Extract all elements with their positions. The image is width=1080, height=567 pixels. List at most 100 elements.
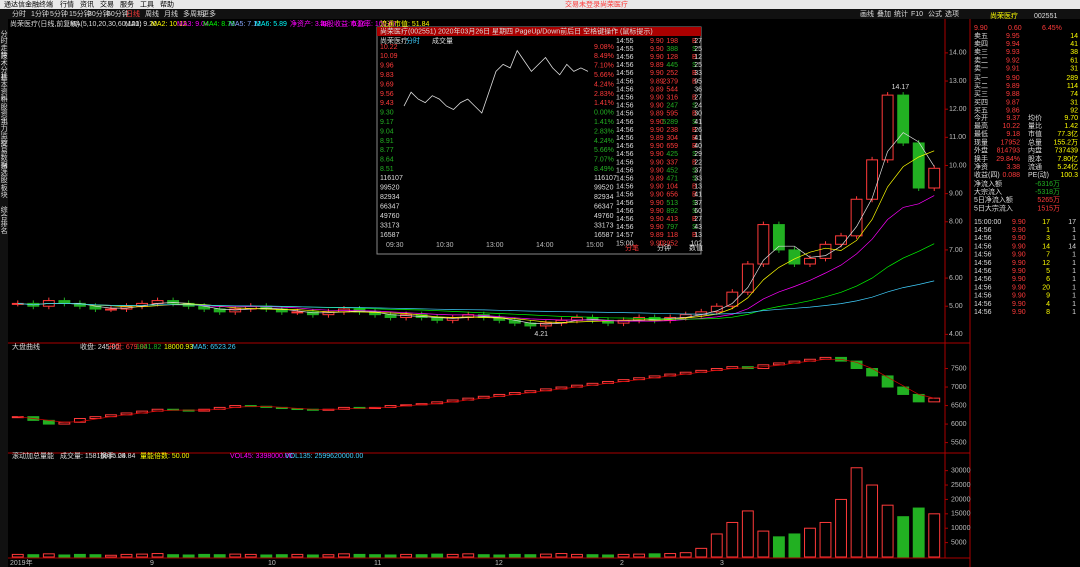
period-tab: 分时	[12, 9, 26, 18]
tick-cell: S	[692, 208, 697, 215]
label: VOL45: 3398000.00	[230, 453, 293, 460]
tick-cell: 595	[666, 111, 678, 118]
candle-body	[866, 159, 879, 200]
y-tick-label: 9.00	[949, 190, 963, 197]
label: 市盈率: 100.67	[350, 19, 396, 28]
label: MA(5,10,20,30,60,120)	[70, 21, 142, 28]
label: 2.83%	[594, 91, 614, 98]
label: 尚荣医疗(日线,前复权)	[10, 19, 80, 28]
label: 5日大宗流入	[974, 203, 1013, 212]
label: 8	[1046, 309, 1050, 316]
label: 买三	[974, 90, 988, 98]
volume-bar	[555, 553, 568, 558]
tick-cell: 24	[694, 103, 702, 110]
index-candle	[89, 416, 102, 420]
sidebar-tab: 交易数据	[0, 139, 8, 169]
label: 最高	[974, 121, 988, 130]
label: 7.80亿	[1057, 154, 1078, 163]
label: 1	[1072, 301, 1076, 308]
label: 9.90	[1012, 301, 1026, 308]
tick-cell: 452	[666, 167, 678, 174]
sidebar-tab: 综合排名	[0, 205, 8, 235]
menu-item: 帮助	[160, 0, 174, 8]
x-tick-label: 3	[720, 560, 724, 567]
tick-cell: 14:56	[616, 78, 634, 85]
volume-bar	[493, 554, 506, 558]
label: 114	[1067, 83, 1078, 90]
volume-bar	[431, 553, 444, 558]
label: 1	[1072, 284, 1076, 291]
tick-cell: 26	[694, 127, 702, 134]
tick-cell: B	[692, 232, 697, 239]
tick-cell: 14:56	[616, 95, 634, 102]
x-tick-label: 2019年	[10, 558, 33, 567]
volume-bar	[928, 513, 941, 558]
label: 16587	[594, 232, 614, 239]
candle-body	[819, 243, 832, 259]
label: 买一	[974, 74, 988, 82]
label: 10.09	[380, 53, 398, 60]
candle-body	[229, 308, 242, 313]
volume-bar	[415, 554, 428, 558]
tick-cell: 9.90	[650, 54, 664, 61]
label: 买四	[974, 98, 988, 106]
label: 33173	[380, 222, 400, 229]
volume-bar	[353, 553, 366, 558]
label: 737439	[1055, 148, 1078, 155]
tick-cell: 22	[694, 159, 702, 166]
candle-body	[881, 94, 894, 161]
tick-cell: S	[692, 46, 697, 53]
tick-cell: 14:56	[616, 135, 634, 142]
label: 17	[1042, 219, 1050, 226]
label: 74	[1070, 91, 1078, 98]
tick-cell: 36	[694, 86, 702, 93]
period-tab: 更多	[202, 9, 216, 18]
y-tick-label: 7000	[951, 384, 967, 391]
label: 1841.82	[136, 344, 161, 351]
tick-cell: S	[692, 167, 697, 174]
label: 99520	[380, 184, 400, 191]
label: 卖五	[974, 32, 988, 40]
volume-bar	[27, 554, 40, 558]
volume-bar	[726, 521, 739, 558]
sidebar-tab: 分时走势	[0, 29, 8, 59]
label: 5.66%	[594, 147, 614, 154]
label: 1	[1072, 252, 1076, 259]
label: 14	[1042, 243, 1050, 250]
label: 66347	[380, 203, 400, 210]
label: 8.77	[380, 147, 394, 154]
tick-cell: S	[692, 119, 697, 126]
label: 9.95	[1006, 33, 1020, 40]
volume-bar	[571, 553, 583, 558]
label: 净资产: 3.38	[290, 19, 329, 28]
sidebar-tab: 主力监控	[0, 117, 8, 147]
index-candle	[772, 362, 785, 366]
label: 8.51	[380, 166, 394, 173]
label: 10.22	[380, 44, 398, 51]
tick-cell: 316	[666, 95, 678, 102]
tick-cell: 9.89	[650, 232, 664, 239]
label: 2.83%	[594, 128, 614, 135]
tick-cell: 9.89	[650, 62, 664, 69]
period-tab: 30分钟	[88, 9, 110, 18]
tick-cell: 9.89	[650, 86, 664, 93]
y-tick-label: 30000	[951, 467, 971, 474]
period-tab: 日线	[126, 9, 140, 18]
label: 卖三	[974, 48, 988, 56]
y-tick-label: 6000	[951, 421, 967, 428]
label: 买二	[974, 82, 988, 90]
label: 9.90	[1006, 75, 1020, 82]
label: MA1: 9.20	[125, 21, 157, 28]
label: 9.90	[1012, 260, 1026, 267]
moving-average	[17, 280, 935, 315]
period-tab: 15分钟	[69, 9, 91, 18]
label: 92	[1070, 108, 1078, 115]
tick-cell: B	[692, 78, 697, 85]
tick-cell: 9.90	[650, 192, 664, 199]
y-tick-label: 10000	[951, 525, 971, 532]
label: 14:00	[536, 242, 554, 249]
label: 49760	[380, 213, 400, 220]
tool-button: 选项	[945, 9, 959, 18]
candle-body	[539, 322, 552, 327]
label: 5.66%	[594, 72, 614, 79]
